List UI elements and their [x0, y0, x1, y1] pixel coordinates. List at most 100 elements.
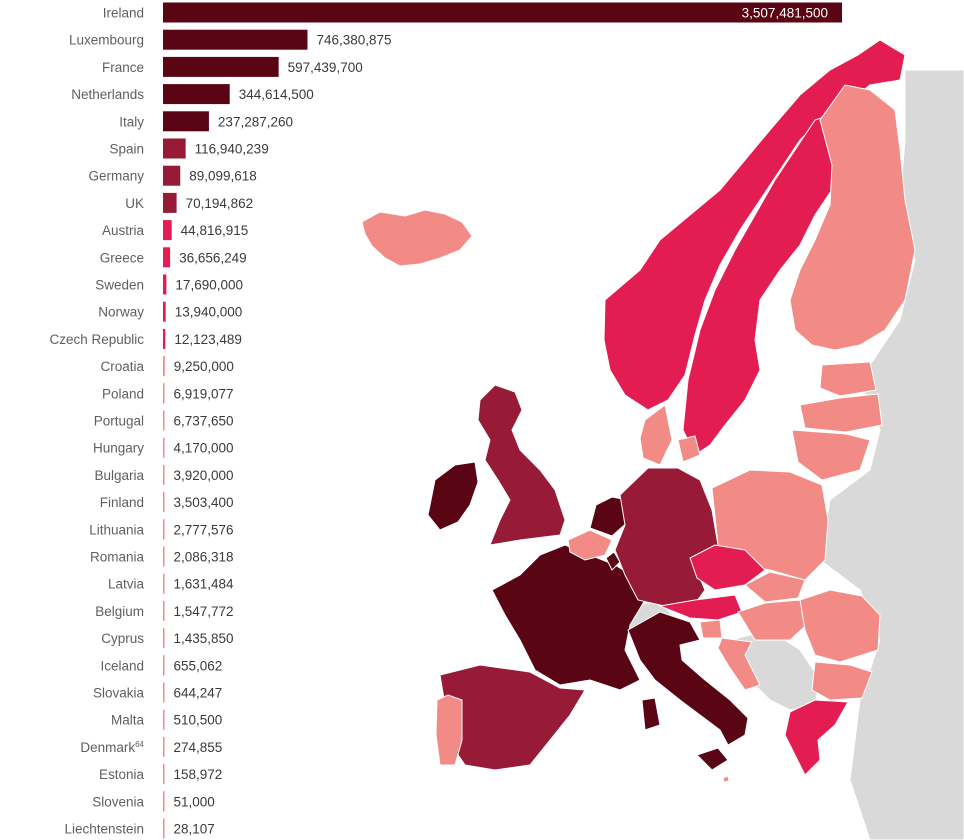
bar-norway — [163, 301, 166, 322]
value-label: 746,380,875 — [316, 33, 391, 48]
category-label: France — [102, 60, 144, 75]
bar-spain — [163, 138, 186, 159]
map-belgium — [567, 529, 613, 561]
bar-sweden — [163, 274, 167, 295]
value-label: 510,500 — [174, 713, 223, 728]
bar-hungary — [163, 437, 165, 458]
category-label: Czech Republic — [49, 332, 144, 347]
category-label: Netherlands — [71, 87, 144, 102]
value-label: 597,439,700 — [288, 60, 363, 75]
bar-bulgaria — [163, 464, 165, 485]
category-label: Hungary — [93, 441, 144, 456]
bar-netherlands — [163, 84, 230, 105]
value-label: 6,919,077 — [174, 386, 234, 401]
category-label: Bulgaria — [94, 468, 144, 483]
value-label: 3,920,000 — [174, 468, 234, 483]
value-label: 1,631,484 — [174, 577, 235, 592]
category-label: Denmark64 — [80, 740, 144, 755]
map-germany — [614, 467, 719, 611]
bar-slovenia — [163, 791, 165, 812]
category-label: Latvia — [108, 577, 145, 592]
map-slovakia — [744, 571, 806, 603]
map-italy — [627, 611, 749, 746]
bar-finland — [163, 492, 165, 513]
europe-map — [361, 39, 964, 840]
value-label: 28,107 — [174, 822, 215, 837]
bar-lithuania — [163, 519, 165, 540]
category-label: Belgium — [95, 604, 144, 619]
bar-latvia — [163, 573, 165, 594]
value-label: 2,086,318 — [174, 550, 234, 565]
value-label: 3,503,400 — [174, 495, 234, 510]
category-label: Poland — [102, 386, 144, 401]
map-sardinia — [641, 697, 661, 731]
bar-czech-republic — [163, 328, 166, 349]
category-label: Slovenia — [92, 794, 144, 809]
value-label: 1,435,850 — [174, 631, 234, 646]
bar-portugal — [163, 410, 165, 431]
category-label: Spain — [109, 142, 144, 157]
value-label: 12,123,489 — [174, 332, 242, 347]
value-label: 44,816,915 — [181, 223, 249, 238]
value-label: 344,614,500 — [239, 87, 314, 102]
category-label: Finland — [100, 495, 144, 510]
map-lithuania — [791, 429, 871, 481]
map-denmark — [639, 404, 701, 466]
category-label: UK — [125, 196, 144, 211]
value-label: 17,690,000 — [175, 278, 243, 293]
bar-italy — [163, 111, 209, 132]
bar-estonia — [163, 764, 165, 785]
bar-belgium — [163, 600, 165, 621]
bar-iceland — [163, 655, 165, 676]
value-label: 237,287,260 — [218, 114, 293, 129]
category-label: Romania — [90, 550, 145, 565]
category-label: Slovakia — [93, 686, 145, 701]
bar-romania — [163, 546, 165, 567]
value-label: 274,855 — [174, 740, 223, 755]
value-label: 3,507,481,500 — [742, 6, 828, 21]
value-label: 36,656,249 — [179, 250, 247, 265]
bar-uk — [163, 192, 177, 213]
value-label: 51,000 — [174, 794, 215, 809]
bar-luxembourg — [163, 29, 308, 50]
category-label: Italy — [119, 114, 144, 129]
value-label: 13,940,000 — [175, 305, 243, 320]
category-label: Estonia — [99, 767, 145, 782]
map-estonia — [819, 361, 877, 397]
map-croatia — [717, 637, 761, 691]
category-label: Croatia — [100, 359, 144, 374]
category-label: Sweden — [95, 278, 144, 293]
value-label: 70,194,862 — [186, 196, 254, 211]
bar-germany — [163, 165, 181, 186]
bar-poland — [163, 383, 165, 404]
value-label: 655,062 — [174, 658, 223, 673]
bar-slovakia — [163, 682, 165, 703]
value-label: 4,170,000 — [174, 441, 234, 456]
value-label: 89,099,618 — [189, 169, 257, 184]
value-label: 9,250,000 — [174, 359, 234, 374]
bar-denmark — [163, 736, 165, 757]
map-malta — [722, 775, 730, 783]
map-finland — [789, 84, 916, 351]
value-label: 644,247 — [174, 686, 223, 701]
category-label: Liechtenstein — [64, 822, 144, 837]
bar-greece — [163, 247, 171, 268]
map-uk — [477, 384, 566, 546]
map-sicily — [696, 747, 729, 771]
value-label: 2,777,576 — [174, 522, 234, 537]
bar-france — [163, 56, 279, 77]
bar-ireland — [163, 2, 842, 23]
bar-malta — [163, 709, 165, 730]
value-label: 116,940,239 — [195, 142, 269, 157]
category-label: Portugal — [94, 414, 144, 429]
bar-liechtenstein — [163, 818, 165, 839]
category-label: Germany — [88, 169, 144, 184]
value-label: 6,737,650 — [174, 414, 234, 429]
map-latvia — [799, 393, 883, 433]
map-bulgaria — [811, 661, 873, 701]
map-france — [491, 544, 646, 691]
category-label: Malta — [111, 713, 145, 728]
value-label: 158,972 — [174, 767, 223, 782]
map-portugal — [435, 694, 463, 766]
